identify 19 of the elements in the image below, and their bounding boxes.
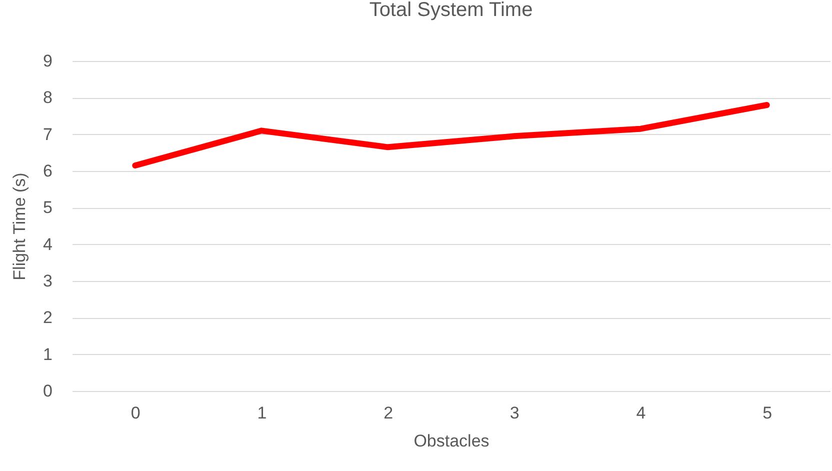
y-tick-label: 0 <box>43 382 52 400</box>
y-tick-label: 1 <box>43 344 52 364</box>
x-tick-label: 2 <box>384 404 394 422</box>
y-tick-label: 5 <box>43 198 52 218</box>
x-tick-label: 4 <box>636 404 646 422</box>
y-tick-label: 8 <box>43 88 52 108</box>
y-tick-label: 2 <box>43 308 52 328</box>
y-axis-title: Flight Time (s) <box>10 172 30 280</box>
y-tick-label: 9 <box>43 52 52 70</box>
y-tick-label: 3 <box>43 272 52 290</box>
chart-title: Total System Time <box>369 0 533 21</box>
x-tick-label: 5 <box>762 404 772 422</box>
y-tick-label: 4 <box>43 234 52 254</box>
y-tick-label: 7 <box>43 124 52 144</box>
x-tick-label: 1 <box>257 404 267 422</box>
x-axis-title: Obstacles <box>414 432 490 450</box>
x-tick-label: 3 <box>510 404 520 422</box>
y-tick-label: 6 <box>43 162 52 180</box>
x-tick-label: 0 <box>130 404 140 422</box>
